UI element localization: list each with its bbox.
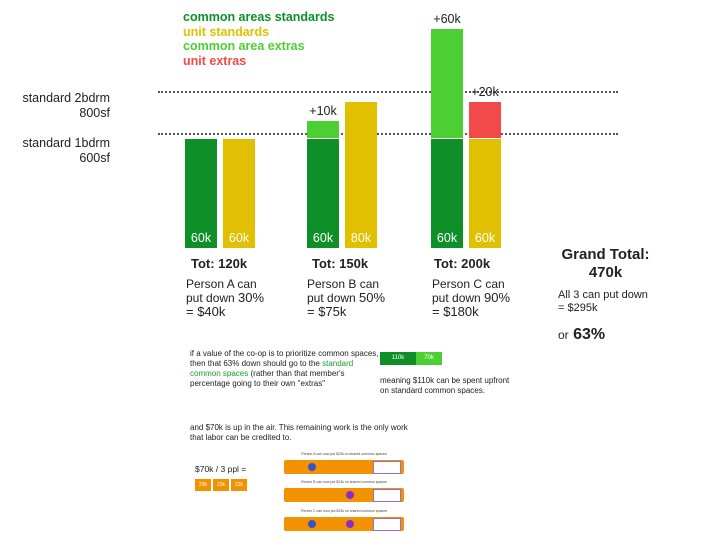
thumb-a-caption: Person A can now put $23k on shared comm…	[301, 452, 387, 456]
grand-sub1: All 3 can put down	[558, 289, 648, 301]
person-b-line1: Person B can	[307, 277, 380, 291]
thumb-c-card	[373, 518, 401, 531]
bar-person-b-unit-standards: 80k	[345, 102, 377, 248]
person-b-line2: put down	[307, 291, 356, 305]
person-a-line2: put down	[186, 291, 235, 305]
ref-line-1bdrm	[158, 133, 618, 135]
bar-extra-label-person-c-3: +20k	[471, 85, 499, 100]
legend-unit-standards: unit standards	[183, 25, 270, 39]
legend-unit-extras: unit extras	[183, 54, 247, 68]
split-chip-1: 23k	[195, 479, 211, 491]
ref-1bdrm-name: standard 1bdrm	[22, 136, 110, 150]
split-chip-3: 23k	[231, 479, 247, 491]
total-c: Tot: 200k	[434, 256, 491, 271]
grand-or: or	[558, 328, 569, 342]
person-c-line1: Person C can	[432, 277, 505, 291]
note-meaning: meaning $110k can be spent upfront on st…	[380, 376, 510, 395]
thumb-a-card	[373, 461, 401, 474]
chip-70k: 70k	[416, 352, 442, 365]
person-c-pct: 90%	[484, 290, 511, 305]
legend-common-extras: common area extras	[183, 39, 305, 53]
ref-2bdrm-name: standard 2bdrm	[22, 91, 110, 105]
bar-label-person-c-1: 60k	[474, 231, 496, 245]
bar-label-person-a-1: 60k	[228, 231, 250, 245]
person-c-text: Person C can put down 90% = $180k	[432, 277, 511, 319]
grand-total-label: Grand Total:	[561, 246, 650, 263]
bar-person-b-common-area-extras	[307, 120, 339, 138]
bar-person-c-common-areas-standards: 60k	[431, 139, 463, 248]
note1-post: (rather than that member's percentage go…	[190, 369, 345, 388]
person-a-amount: = $40k	[186, 304, 226, 319]
ref-label-1bdrm: standard 1bdrm 600sf	[10, 136, 110, 166]
thumb-c-caption: Person C can now put $23k on shared comm…	[301, 509, 387, 513]
ref-label-2bdrm: standard 2bdrm 800sf	[10, 91, 110, 121]
bar-label-person-b-0: 60k	[312, 231, 334, 245]
grand-pct-value: 63%	[573, 326, 606, 343]
total-b: Tot: 150k	[312, 256, 369, 271]
note-prioritize: if a value of the co-op is to prioritize…	[190, 349, 380, 389]
person-a-pct: 30%	[238, 290, 265, 305]
split-label: $70k / 3 ppl =	[195, 464, 247, 474]
note-up-in-air: and $70k is up in the air. This remainin…	[190, 423, 408, 442]
bar-person-c-unit-standards: 60k	[469, 139, 501, 248]
thumb-person-c: Person C can now put $23k on shared comm…	[284, 509, 404, 531]
person-b-text: Person B can put down 50% = $75k	[307, 277, 386, 319]
bar-person-c-unit-extras	[469, 102, 501, 138]
chip-110k: 110k	[380, 352, 416, 365]
split-chip-2: 23k	[213, 479, 229, 491]
bar-extra-label-person-c-2: +60k	[433, 12, 461, 26]
person-a-line1: Person A can	[186, 277, 257, 291]
thumb-person-a: Person A can now put $23k on shared comm…	[284, 452, 404, 474]
grand-subtext: All 3 can put down = $295k	[558, 289, 648, 315]
thumb-b-caption: Person B can now put $23k on shared comm…	[301, 480, 387, 484]
bar-person-c-common-area-extras	[431, 29, 463, 138]
legend-common-standards: common areas standards	[183, 10, 335, 24]
grand-percent: or 63%	[558, 326, 605, 344]
note1-highlight: standard common spaces	[190, 359, 354, 378]
note1-pre: if a value of the co-op is to prioritize…	[190, 349, 379, 368]
person-b-pct: 50%	[359, 290, 386, 305]
bar-person-a-unit-standards: 60k	[223, 139, 255, 248]
bar-extra-label-person-b-2: +10k	[309, 103, 337, 118]
thumb-person-b: Person B can now put $23k on shared comm…	[284, 480, 404, 502]
grand-total-value: 470k	[588, 264, 623, 281]
bar-label-person-c-0: 60k	[436, 231, 458, 245]
bar-person-a-common-areas-standards: 60k	[185, 139, 217, 248]
avatar-c2	[346, 520, 354, 528]
ref-1bdrm-size: 600sf	[79, 151, 110, 165]
bar-person-b-common-areas-standards: 60k	[307, 139, 339, 248]
ref-2bdrm-size: 800sf	[79, 106, 110, 120]
avatar-b	[346, 491, 354, 499]
avatar-c	[308, 520, 316, 528]
person-c-line2: put down	[432, 291, 481, 305]
person-b-amount: = $75k	[307, 304, 347, 319]
bar-label-person-a-0: 60k	[190, 231, 212, 245]
thumb-b-card	[373, 489, 401, 502]
person-c-amount: = $180k	[432, 304, 479, 319]
total-a: Tot: 120k	[191, 256, 248, 271]
avatar-a	[308, 463, 316, 471]
grand-sub2: = $295k	[558, 302, 598, 314]
bar-label-person-b-1: 80k	[350, 230, 372, 245]
grand-total: Grand Total: 470k	[548, 246, 663, 282]
person-a-text: Person A can put down 30% = $40k	[186, 277, 265, 319]
ref-line-2bdrm	[158, 91, 618, 93]
